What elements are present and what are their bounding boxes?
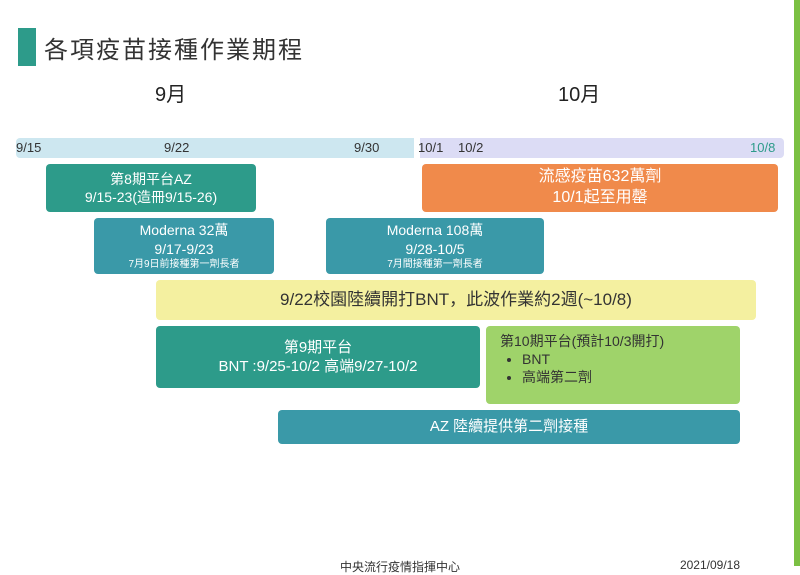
month-header-row: 9月 10月	[0, 78, 800, 106]
gantt-bar-bullets: BNT高端第二劑	[500, 350, 592, 386]
gantt-bar-az8: 第8期平台AZ9/15-23(造冊9/15-26)	[46, 164, 256, 212]
month-label-september: 9月	[155, 78, 186, 107]
timeline-canvas: 9/15 9/22 9/30 10/1 10/2 10/8 第8期平台AZ9/15-23(…	[16, 138, 784, 498]
title-accent-bar	[18, 28, 36, 66]
footer-org: 中央流行疫情指揮中心	[340, 558, 460, 575]
gantt-bar-line1: 流感疫苗632萬劑	[539, 167, 662, 188]
gantt-bar-line2: 9/17-9/23	[154, 240, 213, 258]
axis-date-label: 9/30	[354, 140, 379, 155]
axis-date-label: 9/22	[164, 140, 189, 155]
axis-date-label: 9/15	[16, 140, 41, 155]
axis-date-label: 10/2	[458, 140, 483, 155]
gantt-bar-line2: 9/28-10/5	[405, 240, 464, 258]
gantt-bar-p9: 第9期平台BNT :9/25-10/2 高端9/27-10/2	[156, 326, 480, 388]
gantt-bar-line1: Moderna 108萬	[387, 221, 484, 239]
bullet-item: 高端第二劑	[522, 368, 592, 386]
axis-date-label: 10/8	[750, 140, 775, 155]
gantt-bar-az2: AZ 陸續提供第二劑接種	[278, 410, 740, 444]
gantt-bar-subtext: 7月間接種第一劑長者	[387, 258, 483, 271]
gantt-bar-subtext: 7月9日前接種第一劑長者	[128, 258, 239, 271]
gantt-bar-mod2: Moderna 108萬9/28-10/57月間接種第一劑長者	[326, 218, 544, 274]
month-label-october: 10月	[558, 78, 600, 107]
gantt-bar-line2: BNT :9/25-10/2 高端9/27-10/2	[219, 357, 418, 377]
gantt-bar-line2: 9/15-23(造冊9/15-26)	[85, 188, 217, 206]
gantt-bar-flu: 流感疫苗632萬劑10/1起至用罄	[422, 164, 778, 212]
bullet-item: BNT	[522, 350, 592, 368]
page-title-wrap: 各項疫苗接種作業期程	[0, 0, 800, 66]
footer-date: 2021/09/18	[680, 558, 740, 572]
gantt-bar-p10: 第10期平台(預計10/3開打)BNT高端第二劑	[486, 326, 740, 404]
gantt-bar-line1: 9/22校園陸續開打BNT，此波作業約2週(~10/8)	[280, 289, 632, 311]
gantt-bar-line1: AZ 陸續提供第二劑接種	[430, 417, 588, 437]
gantt-bar-mod1: Moderna 32萬9/17-9/237月9日前接種第一劑長者	[94, 218, 274, 274]
gantt-bar-bnt: 9/22校園陸續開打BNT，此波作業約2週(~10/8)	[156, 280, 756, 320]
gantt-bar-line2: 10/1起至用罄	[552, 188, 647, 209]
gantt-bar-line1: Moderna 32萬	[140, 221, 229, 239]
axis-date-label: 10/1	[418, 140, 443, 155]
gantt-bar-header: 第10期平台(預計10/3開打)	[500, 332, 664, 350]
gantt-bar-line1: 第9期平台	[284, 338, 352, 358]
page-title: 各項疫苗接種作業期程	[44, 30, 304, 65]
gantt-bar-line1: 第8期平台AZ	[110, 170, 192, 188]
